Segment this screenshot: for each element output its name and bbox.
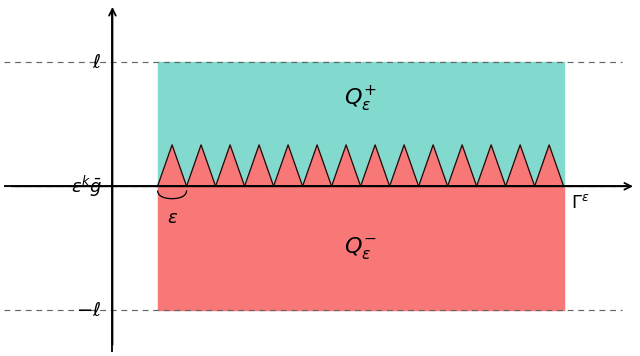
Polygon shape	[419, 145, 447, 186]
Text: $Q_{\varepsilon}^{+}$: $Q_{\varepsilon}^{+}$	[344, 85, 377, 114]
Text: $Q_{\varepsilon}^{-}$: $Q_{\varepsilon}^{-}$	[344, 235, 377, 261]
Polygon shape	[360, 145, 390, 186]
Polygon shape	[332, 145, 360, 186]
Polygon shape	[216, 145, 244, 186]
Text: $\varepsilon$: $\varepsilon$	[166, 209, 178, 227]
Polygon shape	[477, 145, 506, 186]
Text: $\Gamma^\varepsilon$: $\Gamma^\varepsilon$	[571, 194, 589, 212]
Polygon shape	[157, 145, 187, 186]
Text: $\varepsilon^k\bar{g}$: $\varepsilon^k\bar{g}$	[70, 174, 102, 199]
Polygon shape	[303, 145, 332, 186]
Polygon shape	[506, 145, 534, 186]
Text: $-\ell$: $-\ell$	[76, 301, 102, 320]
Polygon shape	[534, 145, 564, 186]
Polygon shape	[244, 145, 273, 186]
Polygon shape	[187, 145, 216, 186]
Polygon shape	[390, 145, 419, 186]
Text: $\ell$: $\ell$	[93, 53, 102, 72]
Polygon shape	[273, 145, 303, 186]
Polygon shape	[447, 145, 477, 186]
